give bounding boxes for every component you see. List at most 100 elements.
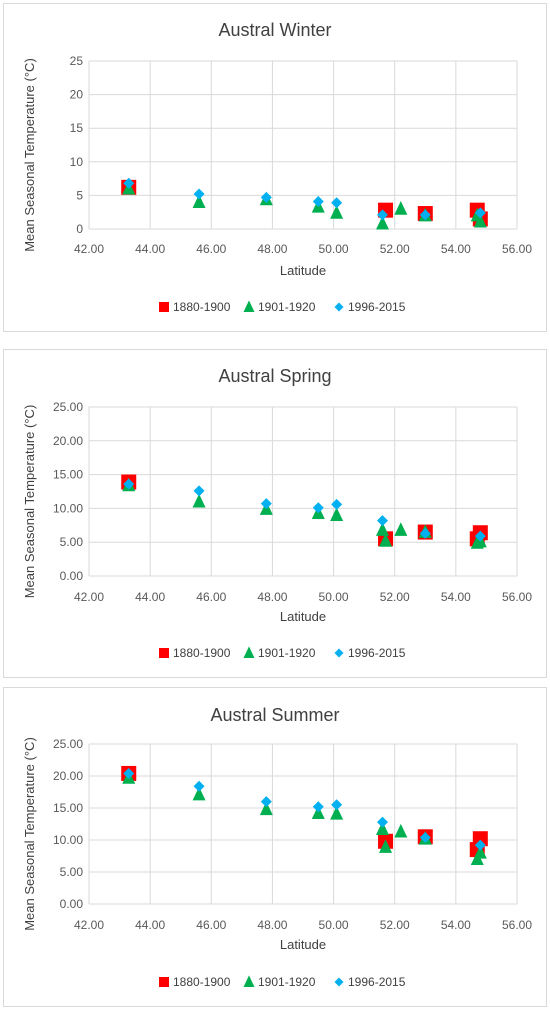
- x-axis-label: Latitude: [280, 609, 326, 624]
- x-tick-label: 42.00: [74, 918, 104, 932]
- data-point-1996-2015: [123, 767, 135, 779]
- legend-marker: [243, 975, 255, 987]
- data-point-1996-2015: [376, 515, 388, 527]
- data-point-1996-2015: [312, 195, 324, 207]
- y-tick-label: 20.00: [53, 769, 83, 783]
- legend-marker: [334, 648, 344, 658]
- y-axis-label: Mean Seasonal Temperature (°C): [22, 405, 37, 599]
- chart-svg: Austral Winter 0 5 10 15 20 25 42.00 44.00 46.00 4…: [22, 20, 532, 314]
- legend-marker: [243, 646, 255, 658]
- data-point-1901-1920: [192, 493, 206, 508]
- data-point-1996-2015: [419, 831, 431, 843]
- legend-label: 1901-1920: [258, 975, 316, 989]
- x-tick-label: 44.00: [135, 918, 165, 932]
- y-tick-label: 0.00: [60, 897, 84, 911]
- data-point-1996-2015: [419, 209, 431, 221]
- legend-label: 1901-1920: [258, 646, 316, 660]
- x-tick-label: 42.00: [74, 242, 104, 256]
- x-tick-label: 54.00: [441, 242, 471, 256]
- chart-title: Austral Spring: [218, 366, 331, 386]
- legend-label: 1880-1900: [173, 975, 231, 989]
- x-tick-label: 52.00: [380, 242, 410, 256]
- y-tick-label: 0: [76, 222, 83, 236]
- x-tick-label: 56.00: [502, 590, 532, 604]
- y-tick-label: 0.00: [60, 569, 84, 583]
- x-tick-label: 48.00: [257, 918, 287, 932]
- legend-marker: [243, 300, 255, 312]
- data-point-1996-2015: [376, 209, 388, 221]
- data-point-1996-2015: [474, 839, 486, 851]
- data-point-1996-2015: [193, 780, 205, 792]
- legend-label: 1901-1920: [258, 300, 316, 314]
- legend-marker: [159, 648, 169, 658]
- data-point-1996-2015: [260, 498, 272, 510]
- y-tick-label: 10: [70, 155, 84, 169]
- data-point-1901-1920: [394, 201, 408, 215]
- data-point-1901-1920: [375, 215, 389, 230]
- x-tick-label: 46.00: [196, 590, 226, 604]
- y-tick-label: 20.00: [53, 434, 83, 448]
- x-axis-label: Latitude: [280, 937, 326, 952]
- legend-marker: [334, 302, 344, 312]
- data-point-1996-2015: [312, 801, 324, 813]
- x-tick-label: 44.00: [135, 242, 165, 256]
- legend-label: 1996-2015: [348, 975, 406, 989]
- data-point-1901-1920: [375, 522, 389, 536]
- chart-svg: Austral Summer 0.00 5.00 10.00 15.00 20.00 25.…: [22, 705, 532, 989]
- data-point-1996-2015: [474, 530, 486, 542]
- data-point-1996-2015: [331, 498, 343, 510]
- y-tick-label: 25.00: [53, 400, 83, 414]
- x-tick-label: 50.00: [319, 242, 349, 256]
- x-tick-label: 54.00: [441, 918, 471, 932]
- data-point-1901-1920: [375, 821, 389, 835]
- x-tick-label: 44.00: [135, 590, 165, 604]
- data-point-1901-1920: [379, 839, 393, 853]
- x-tick-label: 50.00: [319, 918, 349, 932]
- data-point-1996-2015: [193, 485, 205, 497]
- chart-title: Austral Winter: [218, 20, 331, 40]
- chart-title: Austral Summer: [210, 705, 339, 725]
- data-point-1996-2015: [123, 177, 135, 189]
- chart-panel-winter: Austral Winter 0 5 10 15 20 25 42.00 44.00 46.00 4…: [3, 3, 547, 332]
- data-point-1996-2015: [260, 191, 272, 203]
- y-tick-label: 10.00: [53, 501, 83, 515]
- legend-marker: [159, 977, 169, 987]
- chart-svg: Austral Spring 0.00 5.00 10.00 15.00 20.00 25.…: [22, 366, 532, 660]
- data-point-1901-1920: [259, 801, 273, 816]
- x-tick-label: 46.00: [196, 918, 226, 932]
- data-point-1901-1920: [394, 522, 408, 536]
- legend-label: 1996-2015: [348, 646, 406, 660]
- legend-label: 1880-1900: [173, 300, 231, 314]
- y-tick-label: 20: [70, 88, 84, 102]
- y-axis-label: Mean Seasonal Temperature (°C): [22, 737, 37, 931]
- data-point-1901-1920: [192, 786, 206, 801]
- x-tick-label: 42.00: [74, 590, 104, 604]
- y-tick-label: 15.00: [53, 468, 83, 482]
- data-point-1880-1900: [472, 831, 488, 847]
- y-tick-label: 25.00: [53, 737, 83, 751]
- x-tick-label: 50.00: [319, 590, 349, 604]
- y-tick-label: 5.00: [60, 865, 84, 879]
- y-tick-label: 5: [76, 188, 83, 202]
- data-point-1996-2015: [331, 799, 343, 811]
- data-point-1901-1920: [330, 205, 344, 219]
- x-tick-label: 56.00: [502, 242, 532, 256]
- chart-panel-summer: Austral Summer 0.00 5.00 10.00 15.00 20.00 25.…: [3, 687, 547, 1007]
- legend-marker: [334, 977, 344, 987]
- y-tick-label: 5.00: [60, 535, 84, 549]
- data-point-1996-2015: [376, 816, 388, 828]
- chart-panel-spring: Austral Spring 0.00 5.00 10.00 15.00 20.00 25.…: [3, 349, 547, 678]
- x-tick-label: 48.00: [257, 590, 287, 604]
- data-point-1996-2015: [331, 197, 343, 209]
- data-point-1996-2015: [260, 796, 272, 808]
- legend-label: 1880-1900: [173, 646, 231, 660]
- y-tick-label: 15.00: [53, 801, 83, 815]
- data-point-1996-2015: [312, 502, 324, 514]
- data-point-1901-1920: [473, 213, 487, 228]
- x-tick-label: 54.00: [441, 590, 471, 604]
- x-tick-label: 52.00: [380, 918, 410, 932]
- data-point-1901-1920: [192, 194, 206, 208]
- data-point-1901-1920: [379, 533, 393, 547]
- y-tick-label: 10.00: [53, 833, 83, 847]
- data-point-1901-1920: [394, 823, 408, 838]
